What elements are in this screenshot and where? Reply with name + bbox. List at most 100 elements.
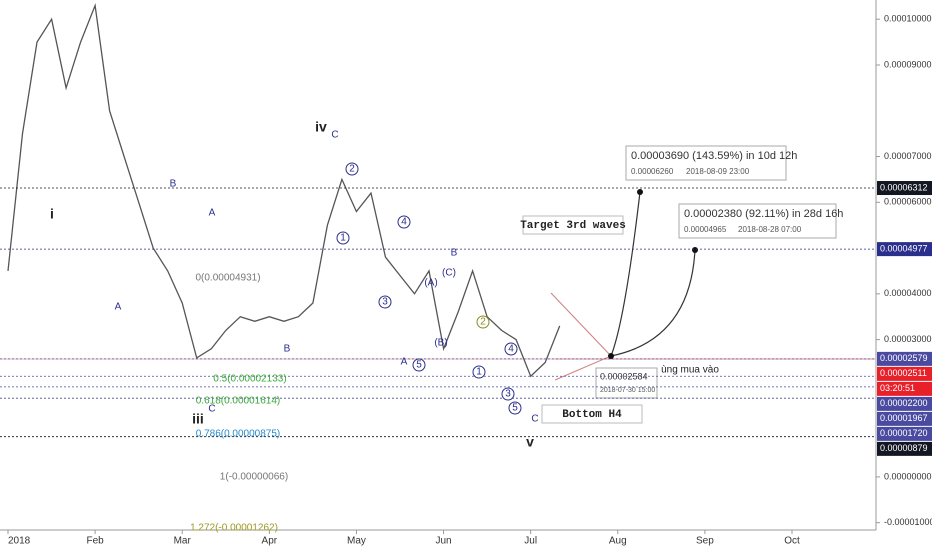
y-tick-label: 0.00010000 [884,14,932,24]
annotation: 0.5(0.00002133) [213,374,286,385]
arrow-1 [610,191,641,357]
wave-number: 1 [476,367,482,378]
annotation: (B) [434,338,447,349]
annotation: 0.618(0.00001614) [196,396,281,407]
target-point [637,189,643,195]
y-tick-label: 0.00006000 [884,197,932,207]
wave-circle [504,342,518,356]
x-tick-label: 2018 [8,536,31,547]
y-tick-label: 0.00009000 [884,59,932,69]
point-value: 0.00002584 [600,371,648,381]
annotation: i [50,206,54,222]
y-tick-label: 0.00004000 [884,288,932,298]
price-label: 0.00001967 [880,413,928,423]
price-line [7,2,561,378]
x-tick-label: Oct [784,536,800,547]
annotation: (C) [442,268,456,279]
wave-number: 3 [505,389,511,400]
projection-box [625,145,787,181]
wave-number: 2 [349,164,355,175]
annotation: A [209,208,216,219]
projection-box [678,203,837,239]
annotation: A [401,357,408,368]
projection-headline: 0.00002380 (92.11%) in 28d 16h [684,208,843,220]
y-tick-label: 0.00007000 [884,151,932,161]
wave-number: 3 [382,297,388,308]
price-label-box [877,242,932,257]
annotation: ùng mua vào [661,365,719,376]
price-label-box [877,366,932,381]
anchor-point [608,353,614,359]
x-tick-label: Jul [524,536,537,547]
wave-number: 4 [508,344,514,355]
annotation: Target 3rd waves [520,220,626,232]
x-tick-label: Aug [609,536,627,547]
wave-number: 4 [401,217,407,228]
annotation: C [208,404,215,415]
x-tick-label: Sep [696,536,714,547]
wave-circle [397,215,411,229]
point-time: 2018-07-30 15:00 [600,387,655,394]
price-label: 0.00000879 [880,443,928,453]
annotation: A [115,302,122,313]
price-label: 0.00002511 [880,368,927,378]
wave-circle [345,162,359,176]
projection-time: 2018-08-09 23:00 [686,167,750,176]
wave-number: 5 [512,403,518,414]
annotation: B [451,248,458,259]
projection-headline: 0.00003690 (143.59%) in 10d 12h [631,150,797,162]
x-tick-label: Feb [86,536,104,547]
annotation: C [331,130,338,141]
annotation: (A) [424,278,437,289]
wave-circle [476,315,490,329]
annotation: 0(0.00004931) [195,273,260,284]
price-label-box [877,426,932,441]
price-label: 0.00004977 [880,243,928,253]
target-point [692,247,698,253]
point-box [595,367,658,399]
projection-value: 0.00004965 [684,225,727,234]
wave-circle [378,295,392,309]
x-tick-label: Jun [435,536,451,547]
price-label-box [877,181,932,196]
wave-number: 2 [480,317,486,328]
projection-value: 0.00006260 [631,167,674,176]
wave-circle [412,358,426,372]
price-label: 0.00002200 [880,398,928,408]
x-tick-label: Apr [262,536,278,547]
annotation-box [541,404,643,424]
annotation: 1(-0.00000066) [220,472,288,483]
wave-circle [336,231,350,245]
x-tick-label: Mar [174,536,192,547]
x-tick-label: May [347,536,366,547]
annotation: iv [315,119,327,135]
wave-circle [501,387,515,401]
price-label-box [877,441,932,456]
wave-number: 1 [340,233,346,244]
annotation: C [531,414,538,425]
price-label-box [877,396,932,411]
annotation-box [522,215,624,235]
wave-number: 5 [416,360,422,371]
annotation: Bottom H4 [562,409,622,421]
annotation: B [170,179,177,190]
y-tick-label: 0.00000000 [884,471,932,481]
price-label: 0.00002579 [880,353,928,363]
wave-circle [472,365,486,379]
price-label: 0.00001720 [880,428,928,438]
annotation: v [526,434,534,450]
arrow-2 [610,249,696,357]
annotation: 1.272(-0.00001262) [190,523,278,534]
price-label-box [877,381,932,396]
price-label-box [877,351,932,366]
annotation: B [284,344,291,355]
projection-time: 2018-08-28 07:00 [738,225,802,234]
annotation: iii [192,411,204,427]
y-tick-label: 0.00003000 [884,334,932,344]
price-label: 03:20:51 [880,383,915,393]
annotation: 0.786(0.00000875) [196,429,281,440]
wave-circle [508,401,522,415]
y-tick-label: -0.00001000 [884,517,932,527]
